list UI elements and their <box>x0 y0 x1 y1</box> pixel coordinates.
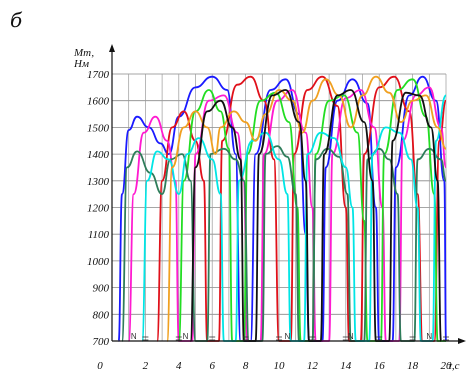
figure-letter: б <box>10 8 23 32</box>
n-marker: N <box>131 332 137 341</box>
y-axis-arrow <box>109 44 115 52</box>
x-tick-label: 2 <box>143 360 149 372</box>
x-tick-label: 8 <box>243 360 249 372</box>
axes <box>109 44 466 344</box>
x-tick-label: 4 <box>176 360 182 372</box>
y-tick-label: 1200 <box>87 203 110 215</box>
x-tick-label: 20 <box>441 360 453 372</box>
x-tick-label: 14 <box>340 360 352 372</box>
y-tick-label: 1300 <box>87 176 110 188</box>
y-tick-label: 800 <box>93 309 110 321</box>
x-tick-label: 10 <box>274 360 286 372</box>
series-lines <box>117 75 447 342</box>
y-tick-label: 1500 <box>87 122 110 134</box>
y-axis-unit: Нм <box>73 58 89 70</box>
y-tick-label: 1000 <box>87 256 110 268</box>
x-tick-label: 6 <box>209 360 215 372</box>
x-tick-label: 18 <box>407 360 419 372</box>
x-tick-label: 0 <box>97 360 103 372</box>
n-marker: N <box>284 332 290 341</box>
y-tick-label: 900 <box>93 283 110 295</box>
y-tick-label: 1700 <box>87 69 110 81</box>
n-marker: N <box>348 332 354 341</box>
x-tick-label: 16 <box>374 360 386 372</box>
n-marker: N <box>183 332 189 341</box>
x-axis-arrow <box>458 338 466 344</box>
y-tick-label: 1600 <box>87 96 110 108</box>
x-axis-label: τ,c <box>448 360 460 372</box>
y-tick-label: 700 <box>93 336 110 348</box>
series-line <box>121 145 447 342</box>
y-tick-label: 1100 <box>88 229 110 241</box>
x-tick-label: 12 <box>307 360 319 372</box>
y-tick-label: 1400 <box>87 149 110 161</box>
axis-labels: 700 800 900 1000 1100 1200 1300 1400 1500 1600 170… <box>73 47 460 372</box>
y-axis-label: Mт, <box>73 47 94 59</box>
series-line <box>156 75 447 342</box>
n-marker: N <box>426 332 432 341</box>
